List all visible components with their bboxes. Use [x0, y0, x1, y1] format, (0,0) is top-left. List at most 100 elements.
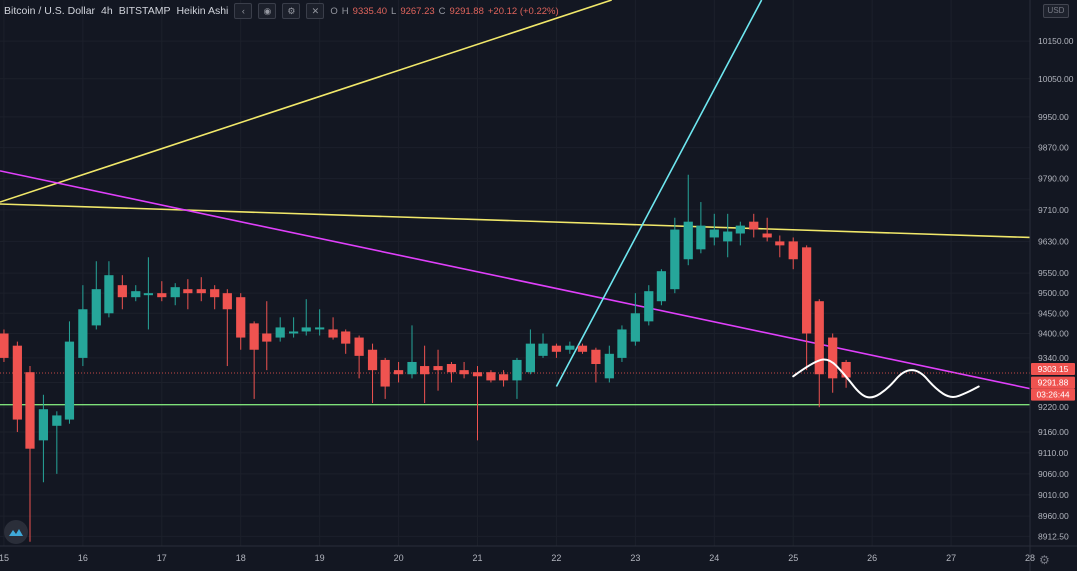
- candle-body: [551, 345, 562, 352]
- candle-body: [420, 366, 430, 375]
- candle-body: [775, 241, 785, 246]
- close-label: C: [438, 5, 446, 17]
- candle-body: [143, 293, 153, 296]
- symbol-interval[interactable]: 4h: [101, 5, 113, 17]
- freehand-layer: [792, 358, 980, 399]
- time-tick-label: 17: [157, 553, 167, 563]
- currency-badge[interactable]: USD: [1043, 4, 1069, 18]
- close-icon[interactable]: ✕: [306, 3, 325, 19]
- high-value: 9335.40: [352, 5, 388, 17]
- candle-body: [222, 293, 232, 310]
- symbol-name[interactable]: Bitcoin / U.S. Dollar: [4, 5, 96, 17]
- time-tick-label: 26: [867, 553, 877, 563]
- price-tag-upper: 9303.15: [1038, 364, 1069, 374]
- time-tick-label: 22: [551, 553, 561, 563]
- time-tick-label: 16: [78, 553, 88, 563]
- candle-body: [380, 359, 390, 387]
- candle-body: [749, 221, 759, 230]
- time-tick-label: 27: [946, 553, 956, 563]
- candle-body: [354, 337, 364, 356]
- time-tick-label: 18: [236, 553, 246, 563]
- candle-body: [328, 329, 338, 338]
- time-tick-label: 19: [315, 553, 325, 563]
- candle-body: [196, 289, 206, 294]
- candle-body: [104, 275, 114, 314]
- price-tag-last: 9291.88: [1038, 378, 1069, 388]
- symbol-legend: Bitcoin / U.S. Dollar 4h BITSTAMP Heikin…: [4, 2, 559, 20]
- candle-body: [656, 271, 667, 302]
- candle-body: [446, 364, 457, 373]
- candle-body: [341, 331, 351, 344]
- candle-body: [525, 343, 535, 373]
- tradingview-logo-icon[interactable]: [4, 520, 28, 544]
- candle-body: [315, 327, 325, 330]
- gear-icon[interactable]: ⚙: [282, 3, 301, 19]
- price-tick-label: 9500.00: [1038, 288, 1069, 298]
- time-tick-label: 28: [1025, 553, 1035, 563]
- freehand-projection: [792, 358, 980, 399]
- ohlc-readout: O H 9335.40 L 9267.23 C 9291.88 +20.12 (+0.…: [330, 6, 558, 17]
- candle-body: [157, 293, 167, 298]
- candle-body: [183, 289, 193, 294]
- price-tick-label: 9790.00: [1038, 174, 1069, 184]
- candle-body: [814, 301, 824, 375]
- grid-layer: [0, 0, 1030, 546]
- candle-body: [788, 241, 798, 260]
- candles-layer: [0, 174, 851, 542]
- close-value: 9291.88: [449, 5, 484, 17]
- candle-body: [472, 372, 483, 377]
- candle-body: [841, 361, 851, 378]
- trendline: [0, 203, 1031, 239]
- time-tick-label: 21: [473, 553, 483, 563]
- price-tick-label: 9630.00: [1038, 236, 1069, 246]
- price-tick-label: 8912.50: [1038, 531, 1069, 541]
- candle-body: [91, 289, 101, 326]
- price-tick-label: 9450.00: [1038, 308, 1069, 318]
- candle-body: [617, 329, 627, 358]
- candle-body: [591, 349, 601, 365]
- candle-body: [170, 287, 180, 298]
- candle-body: [802, 247, 812, 334]
- price-tick-label: 8960.00: [1038, 511, 1069, 521]
- price-tick-label: 9400.00: [1038, 328, 1069, 338]
- candle-body: [12, 345, 22, 420]
- price-tags: 9303.15 9291.88 03:26:44: [1031, 362, 1075, 401]
- time-tick-label: 24: [709, 553, 719, 563]
- trendline: [555, 0, 763, 387]
- bar-countdown-tag: 03:26:44: [1036, 390, 1069, 400]
- candle-body: [78, 309, 88, 358]
- candle-body: [828, 337, 838, 379]
- price-tick-label: 9870.00: [1038, 143, 1069, 153]
- gear-icon[interactable]: ⚙: [1039, 553, 1050, 567]
- candle-body: [0, 333, 9, 358]
- candle-body: [393, 370, 404, 375]
- open-label: O: [330, 5, 338, 17]
- candle-body: [249, 323, 259, 350]
- candle-body: [131, 291, 141, 298]
- candle-body: [25, 372, 35, 449]
- price-tick-label: 9060.00: [1038, 469, 1069, 479]
- change-value: +20.12 (+0.22%): [487, 5, 559, 17]
- candle-body: [275, 327, 285, 338]
- time-axis[interactable]: 15 16 17 18 19 20 21 22 23 24 25 26 27 28: [0, 553, 1035, 563]
- low-value: 9267.23: [400, 5, 435, 17]
- price-tick-label: 9160.00: [1038, 427, 1069, 437]
- bar-countdown-tag-bg: [1031, 388, 1075, 401]
- candle-body: [709, 229, 719, 238]
- eye-icon[interactable]: ◉: [258, 3, 277, 19]
- price-tag-upper-bg: [1031, 362, 1075, 375]
- candle-body: [512, 359, 522, 381]
- price-tick-label: 9110.00: [1038, 448, 1068, 458]
- candle-body: [762, 233, 772, 238]
- candle-body: [38, 409, 49, 441]
- trendline: [0, 0, 612, 203]
- candle-body: [301, 327, 311, 332]
- chevron-icon[interactable]: ‹: [234, 3, 253, 19]
- time-tick-label: 23: [630, 553, 640, 563]
- candle-body: [236, 297, 246, 338]
- price-tag-last-bg: [1031, 376, 1075, 389]
- candle-body: [644, 291, 654, 322]
- price-tick-label: 9950.00: [1038, 112, 1069, 122]
